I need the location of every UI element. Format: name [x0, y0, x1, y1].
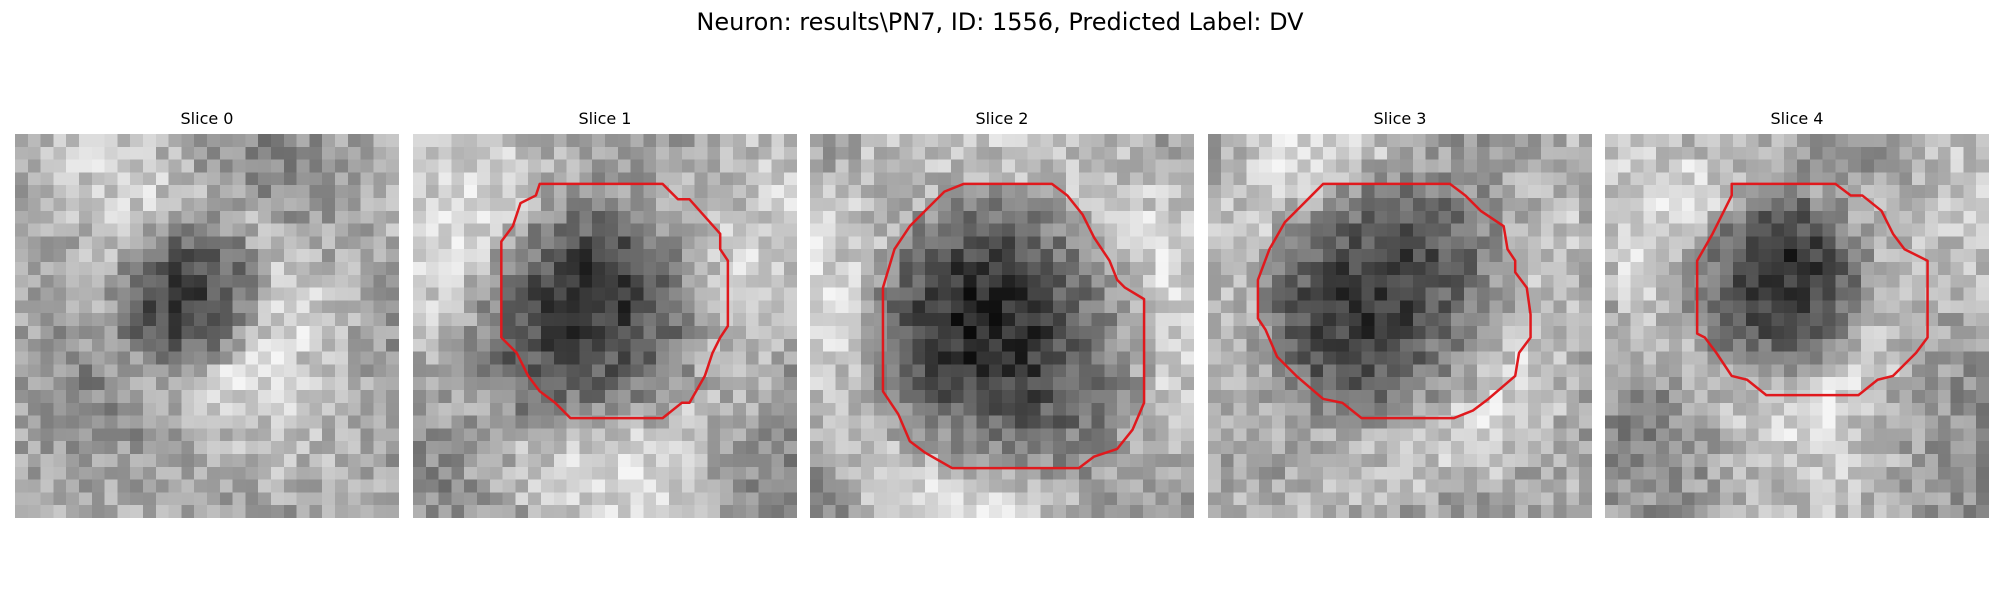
contour-polygon [883, 184, 1144, 468]
slice-1-contour [413, 134, 797, 518]
slice-4-title: Slice 4 [1770, 109, 1824, 128]
slice-2-title: Slice 2 [975, 109, 1029, 128]
slice-2-image [810, 134, 1194, 518]
slice-1-title: Slice 1 [578, 109, 632, 128]
slice-3-contour [1208, 134, 1592, 518]
figure-title: Neuron: results\PN7, ID: 1556, Predicted… [696, 8, 1304, 36]
slice-1-image [413, 134, 797, 518]
slice-0-contour [15, 134, 399, 518]
slice-2-contour [810, 134, 1194, 518]
slice-3-image [1208, 134, 1592, 518]
slice-3-title: Slice 3 [1373, 109, 1427, 128]
slice-4-image [1605, 134, 1989, 518]
contour-polygon [1258, 184, 1531, 418]
slice-0-title: Slice 0 [180, 109, 234, 128]
contour-polygon [1697, 184, 1927, 395]
slice-0-image [15, 134, 399, 518]
contour-polygon [501, 184, 728, 418]
slice-4-contour [1605, 134, 1989, 518]
